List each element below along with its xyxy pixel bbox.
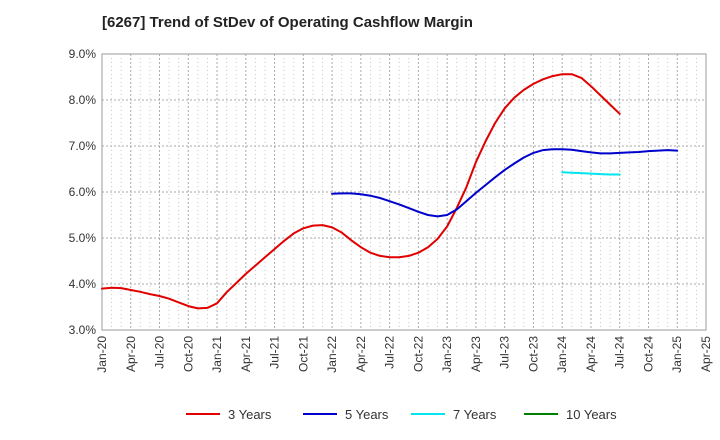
series-line-2 (331, 148, 679, 218)
y-tick-label: 8.0% (69, 93, 97, 107)
x-tick-label: Apr-25 (699, 336, 713, 372)
x-tick-label: Jul-21 (268, 336, 282, 369)
x-tick-label: Jul-22 (383, 336, 397, 369)
x-tick-label: Jan-22 (325, 336, 339, 373)
series-lines (101, 73, 679, 310)
series-line-3 (561, 171, 621, 176)
x-tick-label: Oct-21 (296, 336, 310, 372)
legend: 3 Years 5 Years 7 Years 10 Years (186, 407, 617, 422)
legend-label: 3 Years (228, 407, 272, 422)
x-tick-label: Oct-22 (411, 336, 425, 372)
x-tick-label: Jan-23 (440, 336, 454, 373)
x-axis-ticks: Jan-20 Apr-20 Jul-20 Oct-20 Jan-21 Apr-21 Jul-… (95, 336, 713, 373)
y-tick-label: 6.0% (69, 185, 97, 199)
x-tick-label: Jan-24 (555, 336, 569, 373)
grid (101, 53, 707, 331)
x-tick-label: Apr-21 (239, 336, 253, 372)
x-tick-label: Oct-20 (181, 336, 195, 372)
y-tick-label: 9.0% (69, 47, 97, 61)
x-tick-label: Jul-23 (498, 336, 512, 369)
legend-label: 10 Years (566, 407, 617, 422)
y-tick-label: 5.0% (69, 231, 97, 245)
x-tick-label: Jul-24 (613, 336, 627, 369)
x-tick-label: Jul-20 (153, 336, 167, 369)
y-axis-ticks: 3.0% 4.0% 5.0% 6.0% 7.0% 8.0% 9.0% (69, 47, 97, 337)
x-tick-label: Apr-20 (124, 336, 138, 372)
x-tick-label: Apr-23 (469, 336, 483, 372)
legend-label: 7 Years (453, 407, 497, 422)
x-tick-label: Apr-22 (354, 336, 368, 372)
legend-label: 5 Years (345, 407, 389, 422)
chart-title: [6267] Trend of StDev of Operating Cashf… (102, 14, 473, 31)
y-tick-label: 3.0% (69, 323, 97, 337)
x-tick-label: Jan-20 (95, 336, 109, 373)
x-tick-label: Oct-23 (526, 336, 540, 372)
y-tick-label: 7.0% (69, 139, 97, 153)
x-tick-label: Oct-24 (641, 336, 655, 372)
x-tick-label: Jan-25 (670, 336, 684, 373)
series-line-1 (101, 73, 621, 310)
x-tick-label: Jan-21 (210, 336, 224, 373)
y-tick-label: 4.0% (69, 277, 97, 291)
x-tick-label: Apr-24 (584, 336, 598, 372)
